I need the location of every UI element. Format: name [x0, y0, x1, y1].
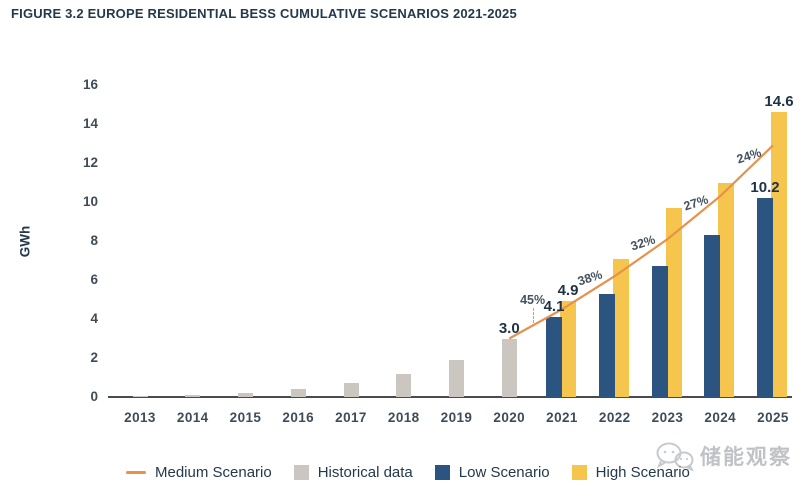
- x-tick-label-2020: 2020: [493, 410, 526, 425]
- value-label-high-2025: 14.6: [764, 93, 794, 111]
- bar-high-2025: [771, 112, 787, 397]
- growth-label-27%: 27%: [681, 192, 710, 214]
- y-tick-label-0: 0: [90, 389, 98, 404]
- bar-historical-2017: [343, 383, 359, 397]
- x-tick-label-2021: 2021: [546, 410, 578, 425]
- bar-low-2025: [757, 198, 773, 397]
- bar-historical-2015: [238, 393, 253, 397]
- growth-label-32%: 32%: [629, 232, 658, 254]
- bar-high-2022: [612, 258, 629, 397]
- x-tick-label-2015: 2015: [229, 410, 262, 425]
- growth-label-24%: 24%: [734, 145, 763, 167]
- y-tick-label-14: 14: [82, 116, 98, 131]
- wechat-chat-bubbles-icon: [656, 442, 694, 471]
- y-tick-label-4: 4: [90, 311, 98, 326]
- x-tick-label-2023: 2023: [651, 410, 684, 425]
- legend-item-low-scenario: Low Scenario: [434, 464, 550, 481]
- x-tick-label-2022: 2022: [598, 410, 631, 425]
- x-tick-label-2016: 2016: [282, 410, 315, 425]
- y-tick-label-16: 16: [82, 77, 98, 92]
- bar-low-2024: [704, 235, 721, 397]
- legend-item-historical-data: Historical data: [293, 464, 413, 481]
- bar-historical-2013: [132, 396, 148, 397]
- legend-swatch-square: [293, 465, 309, 480]
- watermark: 储能观察: [655, 441, 792, 471]
- bar-low-2022: [598, 293, 615, 397]
- bar-historical-2018: [396, 373, 412, 397]
- figure-title: FIGURE 3.2 EUROPE RESIDENTIAL BESS CUMUL…: [11, 6, 517, 21]
- legend-swatch-square: [434, 465, 450, 480]
- bar-high-2024: [718, 182, 735, 397]
- value-label-low-2025: 10.2: [750, 179, 780, 197]
- bar-historical-2016: [290, 389, 306, 397]
- watermark-text: 储能观察: [700, 446, 792, 469]
- legend-swatch-dash: [126, 471, 146, 474]
- bar-historical-2020: [501, 338, 517, 397]
- legend-swatch-square: [571, 465, 587, 480]
- value-label-historical-2020: 3.0: [498, 319, 520, 337]
- bar-high-2021: [560, 301, 576, 397]
- x-tick-label-2017: 2017: [335, 410, 367, 425]
- x-tick-label-2019: 2019: [440, 410, 473, 425]
- y-tick-label-6: 6: [90, 272, 98, 287]
- legend-item-medium-scenario: Medium Scenario: [126, 464, 272, 481]
- bar-high-2023: [665, 207, 682, 397]
- x-tick-label-2014: 2014: [176, 410, 209, 425]
- legend-label: Low Scenario: [458, 464, 550, 481]
- bar-low-2021: [546, 317, 562, 397]
- legend-label: Medium Scenario: [155, 464, 272, 481]
- x-tick-label-2013: 2013: [124, 410, 156, 425]
- y-axis-unit-label: GWh: [17, 225, 33, 258]
- legend-item-high-scenario: High Scenario: [571, 464, 690, 481]
- bar-low-2023: [651, 266, 668, 397]
- growth-label-45%: 45%: [520, 292, 546, 307]
- x-tick-label-2018: 2018: [387, 410, 420, 425]
- y-tick-label-10: 10: [82, 194, 98, 209]
- bar-historical-2019: [449, 359, 464, 397]
- chart-legend: Medium Scenario Historical data Low Scenar…: [126, 464, 690, 481]
- y-tick-label-12: 12: [82, 155, 98, 170]
- y-tick-label-2: 2: [90, 350, 98, 365]
- bar-historical-2014: [185, 395, 201, 397]
- y-tick-label-8: 8: [90, 233, 98, 248]
- x-tick-label-2024: 2024: [704, 410, 737, 425]
- legend-label: High Scenario: [595, 464, 690, 481]
- x-tick-label-2025: 2025: [757, 410, 789, 425]
- legend-label: Historical data: [317, 464, 413, 481]
